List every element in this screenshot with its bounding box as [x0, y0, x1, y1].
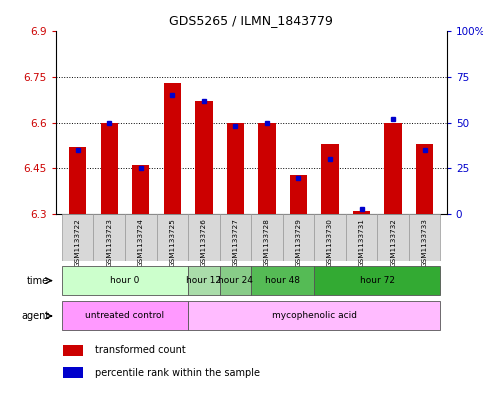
Bar [188, 266, 220, 295]
Bar [377, 214, 409, 261]
Bar [62, 214, 93, 261]
Text: GSM1133729: GSM1133729 [296, 218, 301, 267]
Title: GDS5265 / ILMN_1843779: GDS5265 / ILMN_1843779 [169, 15, 333, 28]
Bar [125, 214, 156, 261]
Text: transformed count: transformed count [95, 345, 185, 355]
Bar [63, 345, 83, 356]
Bar [283, 214, 314, 261]
Bar [314, 266, 440, 295]
Text: GSM1133733: GSM1133733 [422, 218, 427, 267]
Bar [220, 214, 251, 261]
Bar [321, 144, 339, 214]
Bar [164, 83, 181, 214]
Text: hour 48: hour 48 [265, 276, 300, 285]
Bar [346, 214, 377, 261]
Text: hour 0: hour 0 [110, 276, 140, 285]
Text: GSM1133725: GSM1133725 [169, 218, 175, 267]
Text: GSM1133727: GSM1133727 [232, 218, 239, 267]
Bar [63, 367, 83, 378]
Text: percentile rank within the sample: percentile rank within the sample [95, 367, 260, 378]
Bar [195, 101, 213, 214]
Text: agent: agent [21, 311, 49, 321]
Text: hour 24: hour 24 [218, 276, 253, 285]
Bar [251, 266, 314, 295]
Bar [384, 123, 402, 214]
Bar [314, 214, 346, 261]
Bar [227, 123, 244, 214]
Bar [188, 301, 440, 331]
Bar [290, 174, 307, 214]
Bar [188, 214, 220, 261]
Bar [69, 147, 86, 214]
Text: GSM1133731: GSM1133731 [358, 218, 365, 267]
Text: GSM1133723: GSM1133723 [106, 218, 112, 267]
Bar [62, 301, 188, 331]
Bar [156, 214, 188, 261]
Bar [93, 214, 125, 261]
Bar [409, 214, 440, 261]
Bar [62, 266, 188, 295]
Bar [251, 214, 283, 261]
Bar [100, 123, 118, 214]
Text: GSM1133724: GSM1133724 [138, 218, 144, 267]
Text: GSM1133730: GSM1133730 [327, 218, 333, 267]
Text: untreated control: untreated control [85, 312, 165, 320]
Bar [258, 123, 276, 214]
Text: hour 12: hour 12 [186, 276, 221, 285]
Bar [353, 211, 370, 214]
Text: GSM1133732: GSM1133732 [390, 218, 396, 267]
Text: GSM1133726: GSM1133726 [201, 218, 207, 267]
Text: GSM1133728: GSM1133728 [264, 218, 270, 267]
Text: hour 72: hour 72 [360, 276, 395, 285]
Bar [132, 165, 149, 214]
Text: time: time [27, 275, 49, 286]
Text: GSM1133722: GSM1133722 [75, 218, 81, 267]
Text: mycophenolic acid: mycophenolic acid [272, 312, 357, 320]
Bar [220, 266, 251, 295]
Bar [416, 144, 433, 214]
